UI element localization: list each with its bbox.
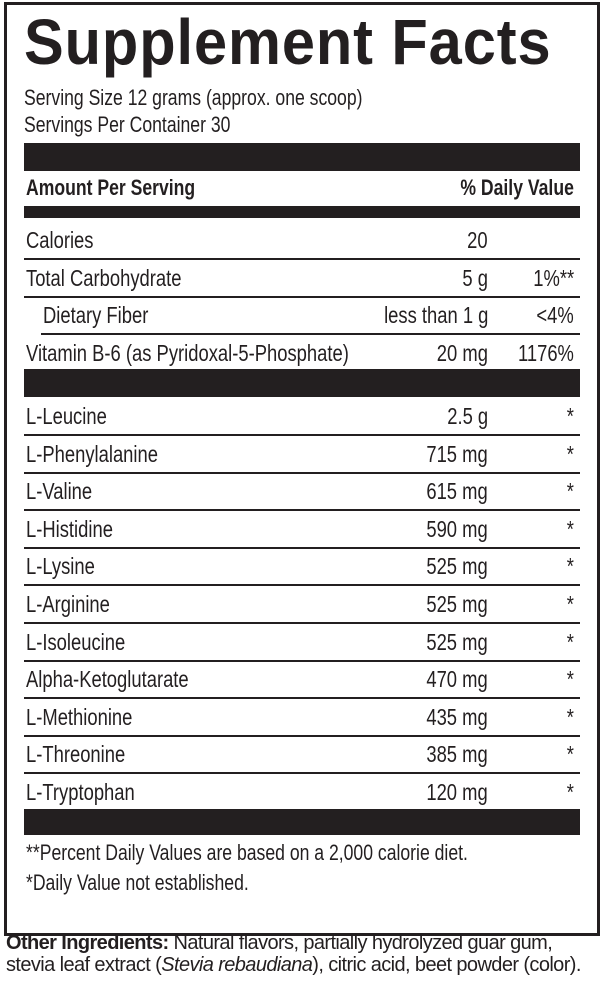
row-name: L-Lysine (26, 553, 95, 580)
row-daily-value: * (566, 628, 574, 655)
table-row: L-Isoleucine 525 mg * (24, 623, 580, 662)
other-ingredients-italic: Stevia rebaudiana (161, 954, 313, 976)
row-name: L-Valine (26, 478, 93, 505)
row-daily-value: <4% (536, 302, 574, 328)
row-name: L-Histidine (26, 515, 113, 542)
table-row: L-Phenylalanine 715 mg * (24, 435, 580, 474)
table-row: L-Threonine 385 mg * (24, 735, 580, 775)
divider-thick (24, 143, 580, 171)
row-amount: 615 mg (426, 478, 488, 505)
other-ingredients-text: Natural flavors, partially hydrolyzed gu… (6, 932, 553, 976)
row-daily-value: 1%** (533, 264, 574, 291)
row-amount: 385 mg (426, 741, 488, 768)
other-ingredients: Other Ingredients: Natural flavors, part… (6, 932, 603, 976)
row-name: L-Leucine (26, 403, 107, 429)
supplement-facts-panel: Supplement Facts Serving Size 12 grams (… (4, 2, 600, 936)
row-daily-value: * (566, 741, 574, 768)
table-row: Total Carbohydrate 5 g 1%** (24, 259, 580, 298)
table-row: L-Methionine 435 mg * (24, 698, 580, 737)
row-name: L-Arginine (26, 591, 110, 617)
row-name: Total Carbohydrate (26, 264, 182, 291)
row-amount: 435 mg (426, 703, 488, 730)
row-daily-value: * (566, 779, 574, 805)
row-amount: 590 mg (426, 515, 488, 542)
row-name: L-Tryptophan (26, 779, 135, 805)
row-amount: 525 mg (426, 553, 488, 580)
row-name: L-Threonine (26, 741, 126, 768)
row-daily-value: * (566, 703, 574, 730)
table-row: Vitamin B-6 (as Pyridoxal-5-Phosphate) 20… (24, 334, 580, 371)
row-amount: 2.5 g (447, 403, 488, 429)
row-daily-value: 1176% (518, 339, 574, 366)
row-daily-value: * (566, 515, 574, 542)
table-row: L-Tryptophan 120 mg * (24, 773, 580, 810)
other-ingredients-label: Other Ingredients: (6, 932, 169, 954)
row-name: L-Phenylalanine (26, 440, 158, 467)
serving-size: Serving Size 12 grams (approx. one scoop… (24, 85, 363, 110)
row-name: Vitamin B-6 (as Pyridoxal-5-Phosphate) (26, 339, 349, 366)
row-amount: 20 mg (436, 339, 488, 366)
table-row: Alpha-Ketoglutarate 470 mg * (24, 660, 580, 700)
divider-medium (24, 206, 580, 218)
row-name: Calories (26, 227, 94, 253)
servings-per-container: Servings Per Container 30 (24, 112, 231, 137)
row-amount: 525 mg (426, 628, 488, 655)
table-row: Calories 20 (24, 221, 580, 260)
daily-value-header: % Daily Value (460, 175, 574, 200)
divider-thick (24, 369, 580, 397)
row-name: Alpha-Ketoglutarate (26, 666, 189, 693)
table-row: L-Leucine 2.5 g * (24, 397, 580, 436)
table-row: L-Valine 615 mg * (24, 472, 580, 512)
row-amount: 20 (467, 227, 488, 253)
row-daily-value: * (566, 440, 574, 467)
row-name: Dietary Fiber (43, 302, 149, 328)
row-daily-value: * (566, 553, 574, 580)
row-name: L-Methionine (26, 703, 133, 730)
row-daily-value: * (566, 591, 574, 617)
row-daily-value: * (566, 478, 574, 505)
row-amount: 715 mg (426, 440, 488, 467)
row-amount: 5 g (462, 264, 488, 291)
row-amount: 470 mg (426, 666, 488, 693)
other-ingredients-text-end: ), citric acid, beet powder (color). (312, 954, 581, 976)
panel-title: Supplement Facts (24, 6, 552, 78)
row-daily-value: * (566, 403, 574, 429)
amount-per-serving-header: Amount Per Serving (26, 175, 196, 200)
table-row: Dietary Fiber less than 1 g <4% (41, 296, 580, 335)
row-amount: 120 mg (426, 779, 488, 805)
table-row: L-Lysine 525 mg * (24, 547, 580, 587)
footnote-daily-values: **Percent Daily Values are based on a 2,… (26, 840, 468, 865)
table-header: Amount Per Serving % Daily Value (24, 175, 580, 203)
table-row: L-Histidine 590 mg * (24, 510, 580, 549)
row-amount: less than 1 g (383, 302, 488, 328)
table-row: L-Arginine 525 mg * (24, 585, 580, 624)
row-daily-value: * (566, 666, 574, 693)
footnote-not-established: *Daily Value not established. (26, 870, 249, 895)
row-amount: 525 mg (426, 591, 488, 617)
divider-thick (24, 809, 580, 835)
row-name: L-Isoleucine (26, 628, 126, 655)
